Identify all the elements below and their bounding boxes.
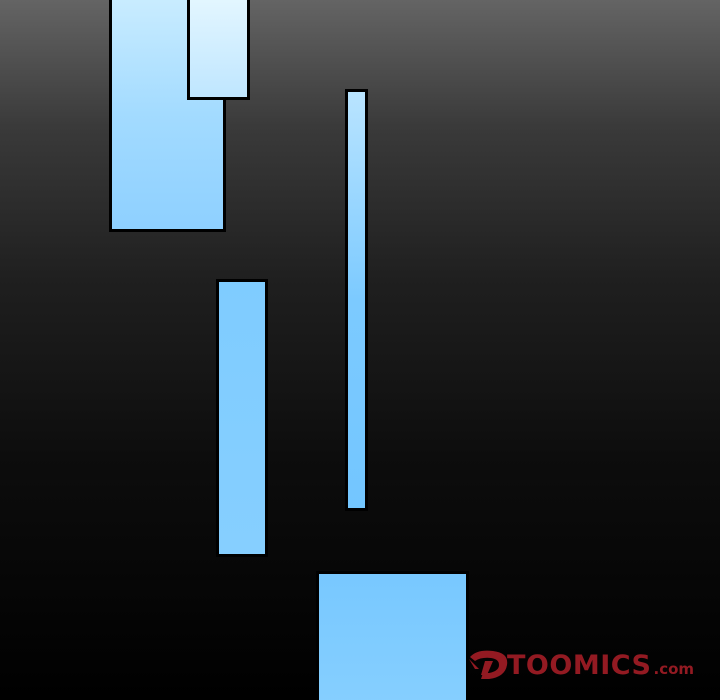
toomics-watermark: TOOMICS .com [467,645,707,685]
toomics-logo-icon [469,650,508,679]
light-blue-panel-thin-vertical [345,89,368,511]
toomics-wordmark: TOOMICS [507,649,652,681]
toomics-domain: .com [653,660,695,678]
light-blue-panel-bottom [316,571,469,700]
light-blue-panel-small-top [187,0,250,100]
light-blue-panel-middle [216,279,268,557]
